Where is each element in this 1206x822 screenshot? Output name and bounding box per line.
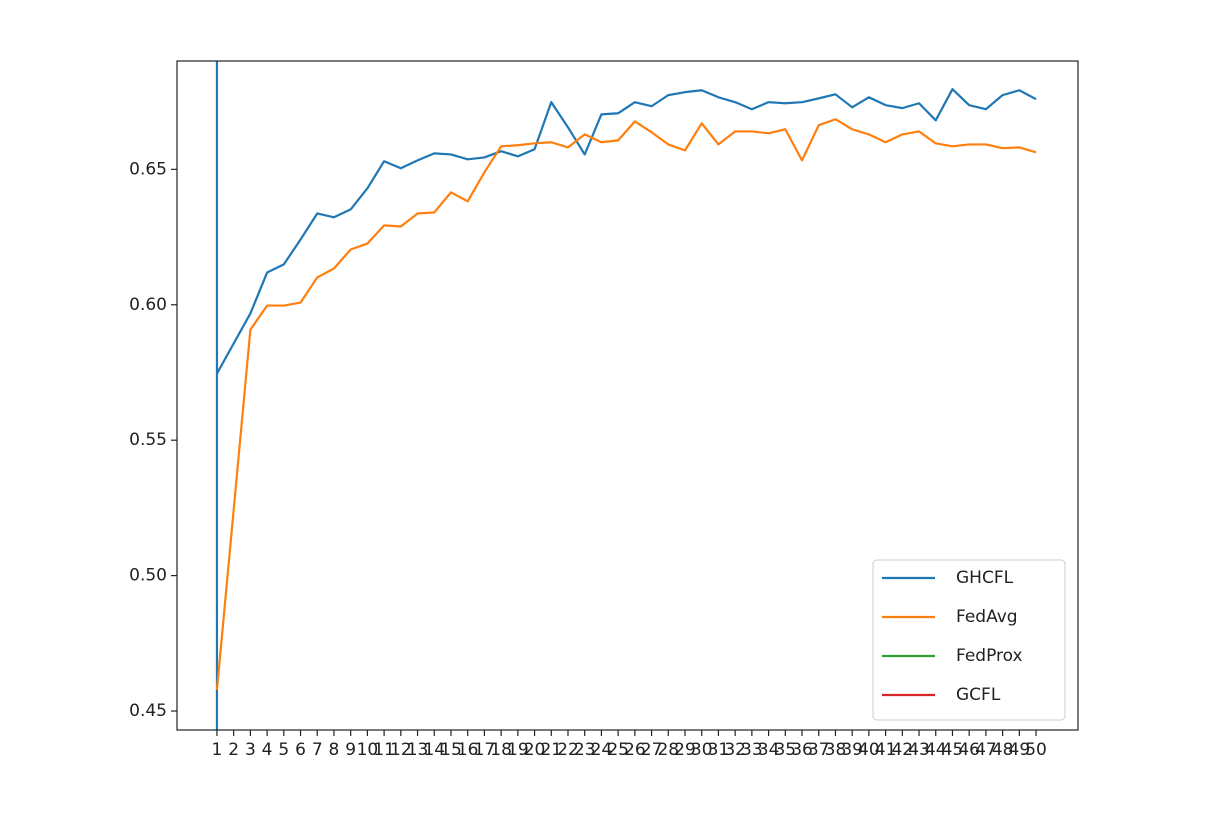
x-tick-label: 25 bbox=[607, 740, 629, 760]
x-tick-label: 38 bbox=[825, 740, 847, 760]
legend-label: FedProx bbox=[956, 646, 1023, 666]
x-tick-label: 8 bbox=[329, 740, 340, 760]
y-tick-label: 0.55 bbox=[129, 430, 167, 450]
x-tick-label: 5 bbox=[278, 740, 289, 760]
x-tick-label: 42 bbox=[891, 740, 913, 760]
line-series bbox=[215, 88, 1037, 375]
x-tick-label: 6 bbox=[295, 740, 306, 760]
x-tick-label: 35 bbox=[774, 740, 796, 760]
x-tick-label: 31 bbox=[708, 740, 730, 760]
x-tick-label: 49 bbox=[1009, 740, 1031, 760]
x-tick-label: 20 bbox=[524, 740, 546, 760]
x-tick-label: 2 bbox=[228, 740, 239, 760]
legend-label: GCFL bbox=[956, 685, 1001, 705]
x-tick-label: 3 bbox=[245, 740, 256, 760]
x-tick-label: 36 bbox=[791, 740, 813, 760]
x-tick-label: 34 bbox=[758, 740, 780, 760]
x-tick-label: 37 bbox=[808, 740, 830, 760]
x-tick-label: 19 bbox=[507, 740, 529, 760]
x-tick-label: 21 bbox=[540, 740, 562, 760]
x-tick-label: 23 bbox=[574, 740, 596, 760]
legend-label: FedAvg bbox=[956, 607, 1018, 627]
y-tick-label: 0.65 bbox=[129, 159, 167, 179]
line-series bbox=[215, 118, 1037, 691]
x-tick-label: 46 bbox=[958, 740, 980, 760]
x-tick-label: 18 bbox=[490, 740, 512, 760]
plot-frame bbox=[176, 60, 1079, 731]
x-tick-label: 28 bbox=[657, 740, 679, 760]
x-tick-label: 32 bbox=[724, 740, 746, 760]
legend-box bbox=[872, 559, 1066, 721]
y-tick-label: 0.45 bbox=[129, 701, 167, 721]
x-tick-label: 1 bbox=[212, 740, 223, 760]
x-tick-label: 24 bbox=[591, 740, 613, 760]
x-tick-label: 33 bbox=[741, 740, 763, 760]
y-tick-label: 0.50 bbox=[129, 566, 167, 586]
x-tick-label: 39 bbox=[841, 740, 863, 760]
x-tick-label: 43 bbox=[908, 740, 930, 760]
x-tick-label: 7 bbox=[312, 740, 323, 760]
x-tick-label: 40 bbox=[858, 740, 880, 760]
x-tick-label: 13 bbox=[407, 740, 429, 760]
legend-label: GHCFL bbox=[956, 568, 1014, 588]
x-tick-label: 16 bbox=[457, 740, 479, 760]
y-tick-label: 0.60 bbox=[129, 295, 167, 315]
x-tick-label: 4 bbox=[262, 740, 273, 760]
x-tick-label: 50 bbox=[1025, 740, 1047, 760]
x-tick-label: 14 bbox=[423, 740, 445, 760]
x-tick-label: 27 bbox=[641, 740, 663, 760]
x-tick-label: 11 bbox=[373, 740, 395, 760]
x-tick-label: 12 bbox=[390, 740, 412, 760]
x-tick-label: 15 bbox=[440, 740, 462, 760]
x-tick-label: 45 bbox=[942, 740, 964, 760]
x-tick-label: 22 bbox=[557, 740, 579, 760]
x-tick-label: 10 bbox=[357, 740, 379, 760]
x-tick-label: 26 bbox=[624, 740, 646, 760]
x-tick-label: 9 bbox=[345, 740, 356, 760]
x-tick-label: 44 bbox=[925, 740, 947, 760]
x-tick-label: 17 bbox=[474, 740, 496, 760]
x-tick-label: 29 bbox=[674, 740, 696, 760]
x-tick-label: 30 bbox=[691, 740, 713, 760]
x-tick-label: 48 bbox=[992, 740, 1014, 760]
x-tick-label: 41 bbox=[875, 740, 897, 760]
x-tick-label: 47 bbox=[975, 740, 997, 760]
